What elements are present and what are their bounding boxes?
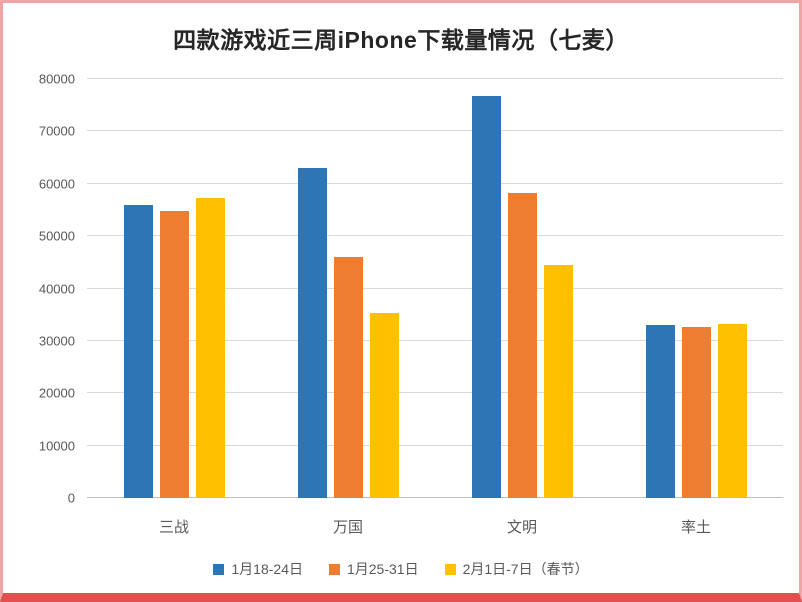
legend-item: 1月25-31日 [328, 559, 419, 579]
y-tick-label: 0 [67, 490, 75, 506]
legend-label: 2月1日-7日（春节） [462, 561, 589, 577]
bar [681, 326, 711, 498]
bar-group-率土 [609, 79, 783, 498]
gridline [87, 287, 783, 289]
chart-title: 四款游戏近三周iPhone下载量情况（七麦） [173, 27, 629, 53]
gridline [87, 78, 783, 79]
x-tick-label: 万国 [332, 519, 363, 536]
y-tick-label: 60000 [38, 176, 75, 192]
x-axis-line [87, 497, 783, 498]
bar [717, 324, 747, 498]
gridline [87, 392, 783, 394]
gridline [87, 182, 783, 184]
bar [645, 325, 675, 498]
legend-swatch [328, 563, 340, 575]
bar [333, 257, 363, 498]
x-tick-label: 率土 [680, 519, 711, 536]
legend-item: 1月18-24日 [213, 559, 303, 579]
bar [195, 197, 225, 498]
x-tick-label: 文明 [506, 519, 537, 536]
y-tick-label: 80000 [38, 71, 75, 87]
bar [471, 95, 501, 498]
y-tick-label: 50000 [38, 228, 75, 244]
gridline [87, 339, 783, 341]
x-tick-label: 三战 [158, 519, 189, 536]
y-axis: 0 10000 20000 30000 40000 50000 60000 70000 8000… [3, 72, 75, 506]
bar-group-三战 [87, 79, 261, 498]
bar [369, 312, 399, 498]
bar [507, 192, 537, 498]
y-tick-label: 40000 [38, 281, 75, 296]
y-tick-label: 30000 [38, 333, 75, 349]
legend-label: 1月25-31日 [346, 561, 419, 577]
legend-swatch [444, 563, 456, 575]
legend-label: 1月18-24日 [231, 561, 303, 577]
y-tick-label: 70000 [38, 123, 75, 139]
bar [123, 204, 153, 498]
y-tick-label: 20000 [38, 385, 75, 401]
bar-group-万国 [261, 79, 435, 498]
legend: 1月18-24日 1月25-31日 2月1日-7日（春节） [3, 559, 799, 579]
plot-area [87, 78, 783, 498]
legend-swatch [213, 563, 225, 575]
gridline [87, 444, 783, 446]
gridline [87, 235, 783, 237]
bar-series-area [87, 79, 783, 498]
bar [297, 168, 327, 498]
bar [543, 264, 573, 498]
bar [159, 211, 189, 498]
x-axis-labels: 三战 万国 文明 率土 [87, 516, 783, 537]
gridline [87, 130, 783, 132]
y-tick-label: 10000 [38, 438, 75, 454]
bar-group-文明 [435, 79, 609, 498]
legend-item: 2月1日-7日（春节） [444, 559, 589, 579]
